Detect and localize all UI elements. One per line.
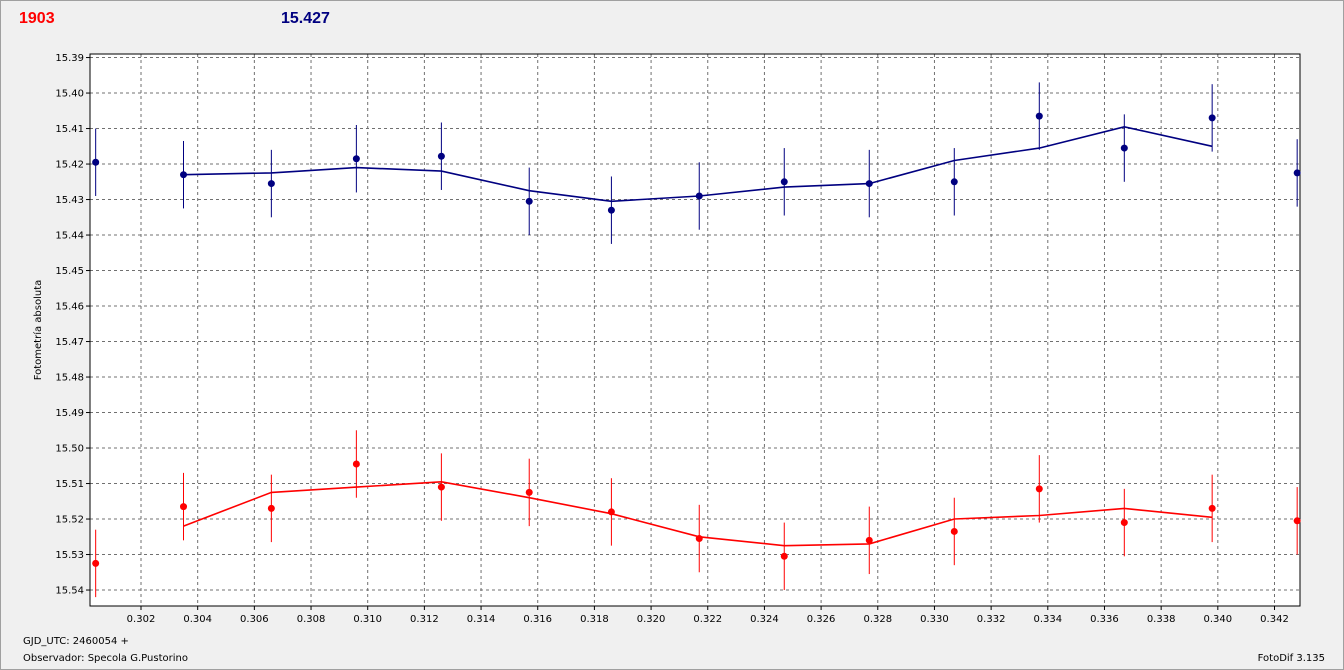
x-tick-label: 0.330 [920, 614, 949, 625]
x-tick-label: 0.320 [637, 614, 666, 625]
x-tick-label: 0.308 [297, 614, 326, 625]
x-tick-label: 0.334 [1033, 614, 1062, 625]
y-tick-label: 15.39 [55, 53, 84, 64]
y-tick-label: 15.46 [55, 302, 84, 313]
data-point [1035, 485, 1043, 493]
x-tick-label: 0.332 [977, 614, 1006, 625]
observer-label: Observador: Specola G.Pustorino [23, 653, 188, 664]
data-point [525, 197, 533, 205]
data-point [352, 460, 360, 468]
y-tick-label: 15.43 [55, 195, 84, 206]
y-tick-label: 15.42 [55, 160, 84, 171]
x-tick-label: 0.322 [693, 614, 722, 625]
data-point [695, 192, 703, 200]
data-point [865, 536, 873, 544]
y-tick-label: 15.47 [55, 337, 84, 348]
data-point [525, 488, 533, 496]
axes: 15.39 15.40 15.41 15.42 15.43 15.44 15.45 15.46… [55, 53, 1301, 625]
y-tick-label: 15.48 [55, 373, 84, 384]
data-point [1293, 169, 1301, 177]
data-point [180, 171, 188, 179]
software-version: FotoDif 3.135 [1257, 653, 1325, 664]
header-right-value: 15.427 [281, 10, 330, 27]
x-tick-label: 0.338 [1147, 614, 1176, 625]
data-point [1120, 519, 1128, 527]
x-tick-label: 0.314 [467, 614, 496, 625]
x-tick-label: 0.324 [750, 614, 779, 625]
x-tick-label: 0.302 [127, 614, 156, 625]
x-tick-label: 0.340 [1204, 614, 1233, 625]
gjd-label: GJD_UTC: 2460054 + [23, 636, 129, 647]
data-point [607, 206, 615, 214]
data-point [92, 559, 100, 567]
x-tick-label: 0.306 [240, 614, 269, 625]
x-tick-label: 0.316 [523, 614, 552, 625]
data-point [607, 508, 615, 516]
data-point [1208, 114, 1216, 122]
data-point [352, 155, 360, 163]
data-point [267, 180, 275, 188]
x-tick-label: 0.304 [183, 614, 212, 625]
x-tick-label: 0.328 [863, 614, 892, 625]
y-tick-label: 15.52 [55, 515, 84, 526]
data-point [950, 178, 958, 186]
series-layer [92, 82, 1301, 598]
x-tick-label: 0.310 [353, 614, 382, 625]
data-point [437, 483, 445, 491]
x-tick-label: 0.318 [580, 614, 609, 625]
grid-lines [90, 54, 1300, 606]
data-point [437, 152, 445, 160]
data-point [1120, 144, 1128, 152]
data-point [267, 504, 275, 512]
y-tick-label: 15.40 [55, 89, 84, 100]
y-tick-label: 15.54 [55, 586, 84, 597]
header-left-value: 1903 [19, 10, 55, 27]
plot-area [90, 54, 1300, 606]
series-0 [92, 82, 1301, 244]
data-point [1208, 504, 1216, 512]
x-tick-label: 0.312 [410, 614, 439, 625]
data-point [950, 527, 958, 535]
y-tick-label: 15.44 [55, 231, 84, 242]
y-tick-label: 15.53 [55, 550, 84, 561]
data-point [92, 158, 100, 166]
y-tick-label: 15.49 [55, 408, 84, 419]
data-point [780, 552, 788, 560]
y-tick-label: 15.41 [55, 124, 84, 135]
data-point [780, 178, 788, 186]
data-point [180, 503, 188, 511]
x-tick-label: 0.342 [1260, 614, 1289, 625]
x-tick-label: 0.326 [807, 614, 836, 625]
data-point [865, 180, 873, 188]
plot-border [89, 53, 1301, 607]
y-axis-label: Fotometría absoluta [32, 280, 44, 381]
y-tick-label: 15.50 [55, 444, 84, 455]
data-point [1035, 112, 1043, 120]
data-point [695, 535, 703, 543]
y-tick-label: 15.51 [55, 479, 84, 490]
x-tick-label: 0.336 [1090, 614, 1119, 625]
y-tick-label: 15.45 [55, 266, 84, 277]
data-point [1293, 517, 1301, 525]
series-1 [92, 430, 1301, 598]
